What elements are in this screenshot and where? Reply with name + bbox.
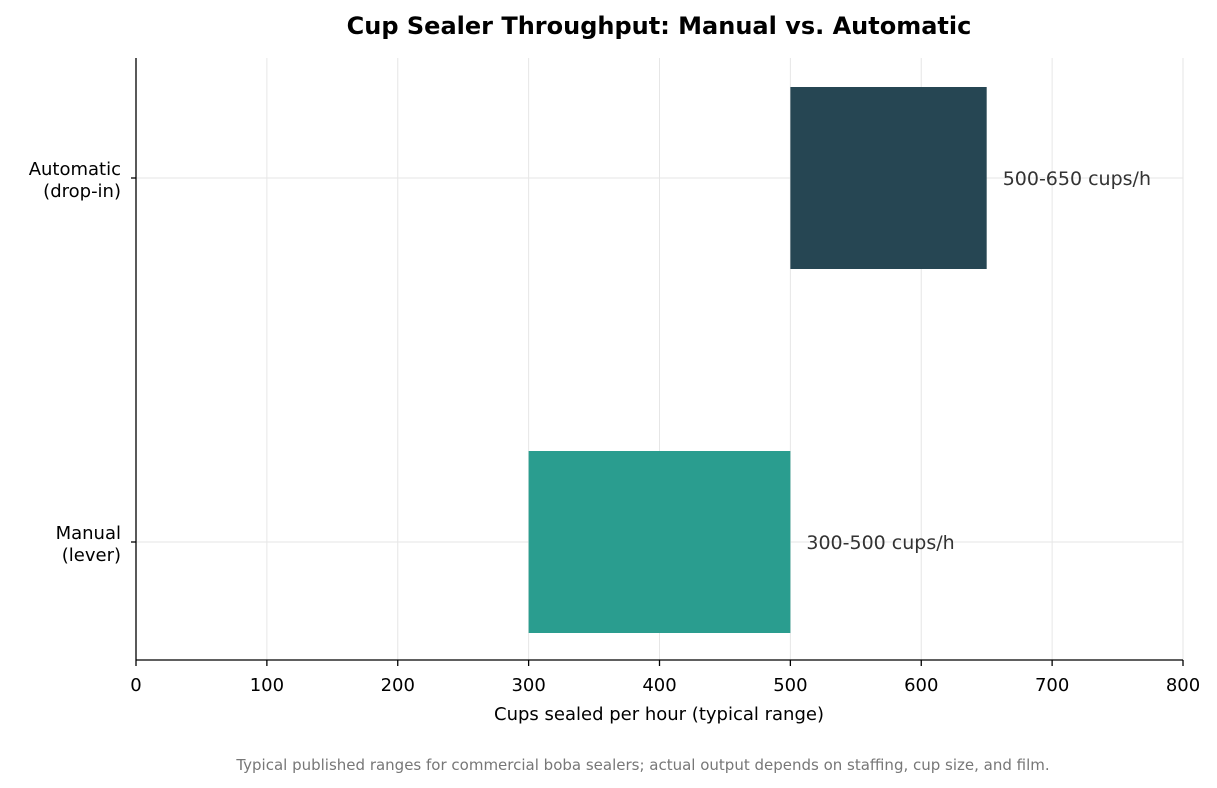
bar-data-label: 500-650 cups/h xyxy=(1003,168,1151,190)
x-axis-label: Cups sealed per hour (typical range) xyxy=(494,704,824,725)
chart-title: Cup Sealer Throughput: Manual vs. Automa… xyxy=(347,12,972,40)
x-tick-label: 800 xyxy=(1166,675,1200,696)
x-tick-label: 400 xyxy=(642,675,676,696)
y-tick-label-line: (drop-in) xyxy=(43,181,121,202)
bars: 500-650 cups/h 300-500 cups/h xyxy=(528,87,1151,633)
x-tick-label: 200 xyxy=(381,675,415,696)
y-tick-label-line: Manual xyxy=(56,523,121,544)
x-tick-label: 500 xyxy=(773,675,807,696)
range-bar xyxy=(790,87,987,269)
footnote: Typical published ranges for commercial … xyxy=(235,756,1049,774)
x-tick-label: 100 xyxy=(250,675,284,696)
y-axis-tick-labels: Automatic (drop-in) Manual (lever) xyxy=(29,159,136,566)
x-tick-label: 300 xyxy=(511,675,545,696)
x-axis-ticks: 0 100 200 300 400 500 600 700 800 xyxy=(130,660,1200,696)
x-tick-label: 600 xyxy=(904,675,938,696)
y-tick-label: Manual (lever) xyxy=(56,523,121,566)
y-tick-label: Automatic (drop-in) xyxy=(29,159,121,202)
range-bar xyxy=(528,451,791,633)
x-tick-label: 700 xyxy=(1035,675,1069,696)
x-tick-label: 0 xyxy=(130,675,141,696)
bar-data-label: 300-500 cups/h xyxy=(806,532,954,554)
y-tick-label-line: Automatic xyxy=(29,159,121,180)
y-tick-label-line: (lever) xyxy=(62,545,121,566)
